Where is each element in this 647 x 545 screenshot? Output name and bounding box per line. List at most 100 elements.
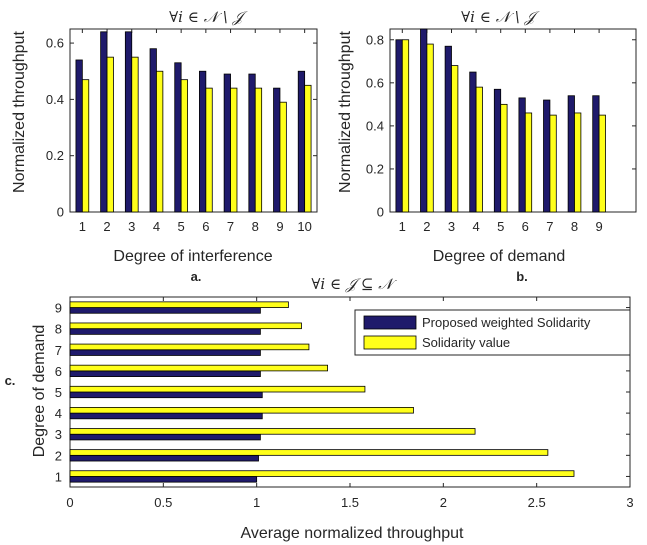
- bar-series2: [451, 65, 459, 213]
- bar-series2: [304, 84, 312, 213]
- x-tick-label: 2: [440, 495, 447, 510]
- y-tick-label: 2: [55, 448, 62, 463]
- bar-proposed: [69, 391, 263, 399]
- y-tick-label: 4: [55, 406, 62, 421]
- bar-series2: [475, 86, 483, 213]
- chart-b-ylabel: Normalized throughput: [337, 31, 354, 193]
- chart-a-ylabel: Normalized throughput: [11, 31, 28, 193]
- y-tick-label: 0.2: [366, 161, 384, 176]
- bar-series1: [592, 95, 600, 213]
- bar-series2: [598, 114, 606, 213]
- x-tick-label: 4: [153, 219, 160, 234]
- y-tick-label: 0: [57, 205, 64, 220]
- x-tick-label: 9: [276, 219, 283, 234]
- x-tick-label: 5: [178, 219, 185, 234]
- bar-series1: [444, 45, 452, 213]
- bar-series2: [106, 56, 114, 213]
- bar-series2: [81, 79, 90, 213]
- chart-b: ∀i ∈ 𝒩 \ 𝒥 Normalized throughput Degree …: [337, 8, 637, 284]
- bar-series1: [493, 88, 502, 213]
- x-tick-label: 1.5: [341, 495, 359, 510]
- chart-c-panel-label: c.: [5, 373, 16, 388]
- bar-proposed: [69, 307, 261, 314]
- bar-series2: [131, 56, 139, 213]
- bar-series1: [223, 73, 231, 213]
- bar-series1: [420, 28, 428, 213]
- bar-series2: [279, 101, 287, 213]
- bar-proposed: [69, 370, 261, 377]
- y-tick-label: 0.4: [366, 118, 384, 133]
- bar-series2: [401, 39, 410, 213]
- y-tick-label: 0.8: [366, 32, 384, 47]
- y-tick-label: 0.6: [46, 36, 64, 51]
- bar-series1: [567, 95, 575, 213]
- chart-a-bars: [75, 31, 312, 213]
- bar-series1: [75, 59, 83, 213]
- bar-solidarity: [69, 470, 575, 477]
- chart-c: ∀i ∈ 𝒥 ⊆ 𝒩 Degree of demand Average norm…: [5, 275, 634, 542]
- bar-solidarity: [69, 385, 366, 393]
- chart-b-bars: [395, 28, 606, 213]
- chart-a-xlabel: Degree of interference: [113, 248, 272, 265]
- bar-series1: [149, 48, 157, 213]
- bar-series1: [518, 97, 526, 213]
- chart-c-legend: Proposed weighted Solidarity Solidarity …: [354, 309, 631, 356]
- x-tick-label: 7: [227, 219, 234, 234]
- bar-series2: [230, 87, 238, 213]
- x-tick-label: 0: [66, 495, 73, 510]
- plot-frame: [69, 28, 318, 213]
- bar-series2: [254, 87, 263, 213]
- bar-proposed: [69, 454, 259, 462]
- chart-c-title: ∀i ∈ 𝒥 ⊆ 𝒩: [311, 275, 397, 293]
- y-tick-label: 7: [55, 343, 62, 358]
- y-tick-label: 9: [55, 301, 62, 316]
- x-tick-label: 7: [546, 219, 553, 234]
- x-tick-label: 8: [571, 219, 578, 234]
- bar-series1: [543, 99, 551, 213]
- bar-proposed: [69, 349, 261, 356]
- x-tick-label: 9: [595, 219, 602, 234]
- y-tick-label: 8: [55, 322, 62, 337]
- x-tick-label: 1: [79, 219, 86, 234]
- chart-a-panel-label: a.: [191, 269, 202, 284]
- x-tick-label: 2: [103, 219, 110, 234]
- x-tick-label: 6: [522, 219, 529, 234]
- bar-series2: [205, 87, 213, 213]
- bar-series1: [297, 70, 306, 213]
- x-tick-label: 2.5: [528, 495, 546, 510]
- bar-solidarity: [69, 322, 302, 330]
- y-tick-label: 0: [377, 205, 384, 220]
- chart-b-xlabel: Degree of demand: [433, 248, 566, 265]
- bar-series2: [549, 114, 557, 213]
- y-tick-label: 0.6: [366, 75, 384, 90]
- x-tick-label: 2: [423, 219, 430, 234]
- chart-c-bars: [69, 301, 575, 483]
- bar-proposed: [69, 328, 261, 335]
- bar-solidarity: [69, 364, 329, 372]
- legend-label-solidarity: Solidarity value: [422, 335, 510, 350]
- bar-solidarity: [69, 407, 414, 414]
- x-tick-label: 4: [472, 219, 479, 234]
- y-tick-label: 0.2: [46, 148, 64, 163]
- bar-solidarity: [69, 301, 289, 308]
- bar-solidarity: [69, 449, 549, 456]
- legend-swatch-solidarity: [363, 335, 417, 350]
- bar-series1: [395, 39, 403, 213]
- chart-b-title: ∀i ∈ 𝒩 \ 𝒥: [461, 8, 540, 26]
- bar-series1: [174, 62, 182, 213]
- bar-series2: [574, 112, 582, 213]
- x-tick-label: 3: [626, 495, 633, 510]
- bar-proposed: [69, 476, 258, 483]
- x-tick-label: 3: [448, 219, 455, 234]
- chart-c-xlabel: Average normalized throughput: [241, 525, 465, 542]
- chart-c-ylabel: Degree of demand: [31, 325, 48, 458]
- x-tick-label: 3: [128, 219, 135, 234]
- y-tick-label: 6: [55, 364, 62, 379]
- legend-swatch-proposed: [363, 315, 417, 330]
- bar-series1: [124, 31, 133, 213]
- bar-proposed: [69, 412, 263, 420]
- x-tick-label: 1: [253, 495, 260, 510]
- x-tick-label: 10: [297, 219, 311, 234]
- bar-series1: [469, 71, 477, 213]
